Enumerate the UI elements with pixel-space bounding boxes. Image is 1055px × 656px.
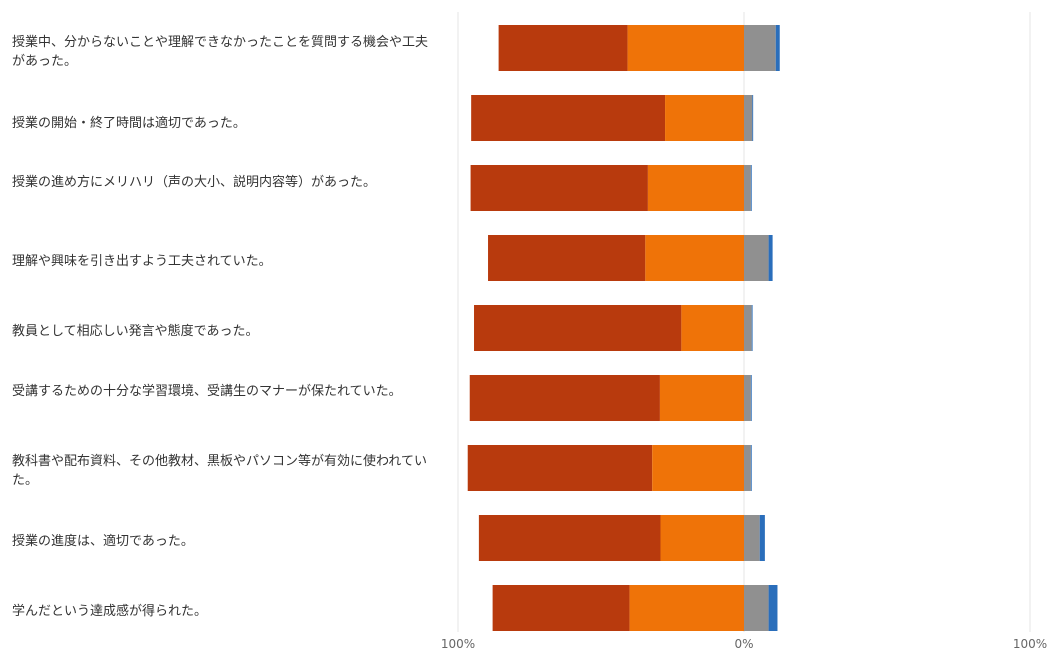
bar-segment: [474, 305, 682, 351]
bar-segment: [498, 25, 628, 71]
question-label: 学んだという達成感が得られた。: [12, 604, 208, 619]
bar-segment: [652, 445, 744, 491]
bar-segment: [660, 515, 744, 561]
bar-segment: [470, 165, 648, 211]
bar-segment: [750, 165, 752, 211]
bar-segment: [665, 95, 744, 141]
bar-segment: [629, 585, 744, 631]
bar-segment: [744, 305, 752, 351]
question-label: 授業の進め方にメリハリ（声の大小、説明内容等）があった。: [12, 175, 377, 190]
bar-segment: [478, 515, 661, 561]
bar-segment: [768, 235, 773, 281]
x-tick-label-left: 100%: [440, 637, 476, 651]
bar-segment: [488, 235, 646, 281]
question-label: 教員として相応しい発言や態度であった。: [12, 324, 259, 339]
bar-segment: [744, 445, 751, 491]
bar-segment: [744, 515, 760, 561]
bar-segment: [768, 585, 778, 631]
question-label: 教科書や配布資料、その他教材、黒板やパソコン等が有効に使われていた。: [12, 454, 427, 488]
bar-segment: [492, 585, 630, 631]
question-label: 授業の開始・終了時間は適切であった。: [12, 116, 246, 131]
bar-segment: [775, 25, 780, 71]
bar-segment: [744, 25, 776, 71]
bar-segment: [467, 445, 653, 491]
bar-segment: [469, 375, 660, 421]
question-label: 理解や興味を引き出すよう工夫されていた。: [12, 254, 272, 269]
bar-segment: [744, 375, 751, 421]
bar-segment: [744, 95, 753, 141]
bar-segment: [744, 585, 769, 631]
bar-segment: [645, 235, 744, 281]
bar-segment: [751, 305, 753, 351]
bar-segment: [681, 305, 744, 351]
question-label: 授業の進度は、適切であった。: [12, 534, 194, 549]
bar-segment: [759, 515, 765, 561]
x-tick-label-right: 100%: [1012, 637, 1048, 651]
bar-segment: [471, 95, 666, 141]
question-label: 授業中、分からないことや理解できなかったことを質問する機会や工夫があった。: [12, 35, 429, 69]
bar-segment: [627, 25, 744, 71]
bar-segment: [659, 375, 744, 421]
bar-segment: [744, 165, 751, 211]
x-tick-label-zero: 0%: [734, 637, 754, 651]
bar-segment: [744, 235, 769, 281]
bar-segment: [750, 445, 752, 491]
bar-segment: [752, 95, 754, 141]
bar-segment: [647, 165, 744, 211]
question-label: 受講するための十分な学習環境、受講生のマナーが保たれていた。: [12, 384, 402, 399]
bar-segment: [750, 375, 752, 421]
